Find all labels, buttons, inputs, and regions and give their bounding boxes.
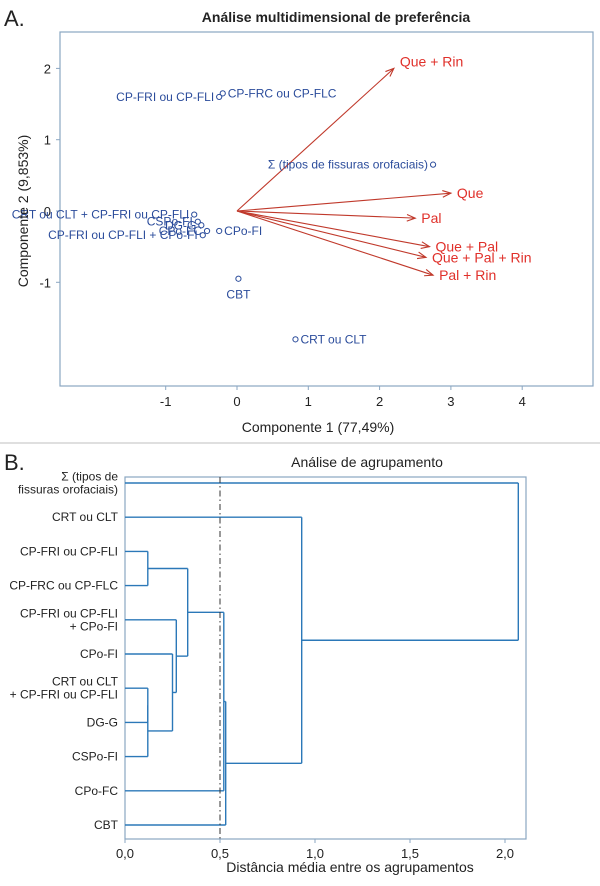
score-point [219, 90, 226, 97]
panel-a-plot-frame [59, 31, 594, 387]
loading-arrow [236, 192, 451, 212]
leaf-label: DG-G [87, 715, 118, 729]
loading-arrowhead [416, 251, 428, 260]
loading-label: Que + Pal [436, 239, 499, 255]
score-label: CRT ou CLT [300, 332, 367, 346]
panel-a-label: A. [4, 6, 25, 31]
leaf-label: fissuras orofaciais) [18, 483, 118, 497]
leaf-label: CPo-FC [75, 784, 119, 798]
score-label: CBT [226, 288, 251, 302]
loading-arrowhead [406, 213, 417, 222]
leaf-label: CP-FRI ou CP-FLI [20, 606, 118, 620]
y-tick-label: 2 [44, 61, 51, 76]
score-point [216, 93, 223, 101]
loading-arrowhead [424, 268, 435, 277]
loading-arrow [236, 210, 427, 258]
loading-arrowhead [442, 190, 453, 198]
panel-b-x-axis: 0,0 0,5 1,0 1,5 2,0 [116, 839, 514, 861]
panel-b-plot-frame [124, 476, 527, 840]
score-label: CSPo-FI [147, 215, 193, 229]
x-tick-label: 0,5 [211, 846, 229, 861]
leaf-label: CP-FRI ou CP-FLI [20, 544, 118, 558]
panel-a-axes: -1 0 1 2 3 4 -1 0 1 2 [39, 61, 525, 409]
score-label: Σ (tipos de fissuras orofaciais) [268, 158, 428, 172]
score-point [198, 222, 205, 229]
panel-b-x-axis-label: Distância média entre os agrupamentos [226, 859, 473, 875]
panel-a-x-axis-label: Componente 1 (77,49%) [242, 419, 395, 435]
score-label: CP-FRC ou CP-FLC [228, 86, 337, 100]
x-tick-label: 4 [519, 394, 526, 409]
loading-label: Que + Pal + Rin [432, 249, 532, 265]
leaf-label: CRT ou CLT [52, 510, 119, 524]
leaf-label: CSPo-FI [72, 750, 118, 764]
loading-arrow [236, 210, 434, 276]
leaf-label: CBT [94, 818, 119, 832]
loading-arrowhead [385, 67, 395, 77]
score-label: CRT ou CLT + CP-FRI ou CP-FLI [12, 208, 190, 222]
score-label: DG-G [165, 218, 196, 232]
loading-label: Que [457, 185, 484, 201]
leaf-label: CP-FRC ou CP-FLC [9, 579, 118, 593]
score-label: CPo-FI [224, 224, 262, 238]
score-point [292, 336, 299, 343]
loading-label: Pal + Rin [439, 267, 496, 283]
score-point [216, 227, 223, 235]
leaf-label: CPo-FI [80, 647, 118, 661]
panel-a-title: Análise multidimensional de preferência [202, 9, 471, 25]
x-tick-label: 1,0 [306, 846, 324, 861]
leaf-label: + CP-FRI ou CP-FLI [10, 688, 118, 702]
x-tick-label: 0,0 [116, 846, 134, 861]
score-point [429, 161, 437, 168]
score-label: CPo-FC [159, 224, 203, 238]
score-point [191, 211, 198, 218]
score-label: CP-FRI ou CP-FLI [116, 90, 214, 104]
loading-arrowhead [420, 241, 431, 249]
y-tick-label: -1 [39, 275, 51, 290]
loading-arrow [236, 210, 430, 248]
y-tick-label: 1 [44, 133, 51, 148]
x-tick-label: 0 [233, 394, 240, 409]
loading-label: Que + Rin [400, 53, 463, 69]
x-tick-label: 2,0 [496, 846, 514, 861]
x-tick-label: 3 [447, 394, 454, 409]
loading-label: Pal [421, 210, 441, 226]
score-label: CP-FRI ou CP-FLI + CPo-FI [48, 228, 198, 242]
panel-b-label: B. [4, 450, 25, 475]
x-tick-label: 1,5 [401, 846, 419, 861]
panel-a-y-axis-label: Componente 2 (9,853%) [15, 135, 31, 288]
loading-arrow [236, 210, 416, 219]
x-tick-label: 2 [376, 394, 383, 409]
score-point [235, 275, 242, 282]
panel-b-dendrogram [125, 477, 519, 839]
loading-arrow [236, 67, 395, 212]
y-tick-label: 0 [44, 204, 51, 219]
leaf-label: Σ (tipos de [61, 470, 118, 484]
panel-a-scores: CP-FRI ou CP-FLI CP-FRC ou CP-FLC Σ (tipos… [12, 86, 437, 346]
leaf-label: + CPo-FI [70, 619, 118, 633]
score-point [194, 218, 201, 225]
score-point [203, 227, 211, 235]
leaf-label: CRT ou CLT [52, 675, 119, 689]
x-tick-label: 1 [305, 394, 312, 409]
x-tick-label: -1 [160, 394, 172, 409]
score-point [199, 232, 206, 239]
panel-b-title: Análise de agrupamento [291, 454, 443, 470]
